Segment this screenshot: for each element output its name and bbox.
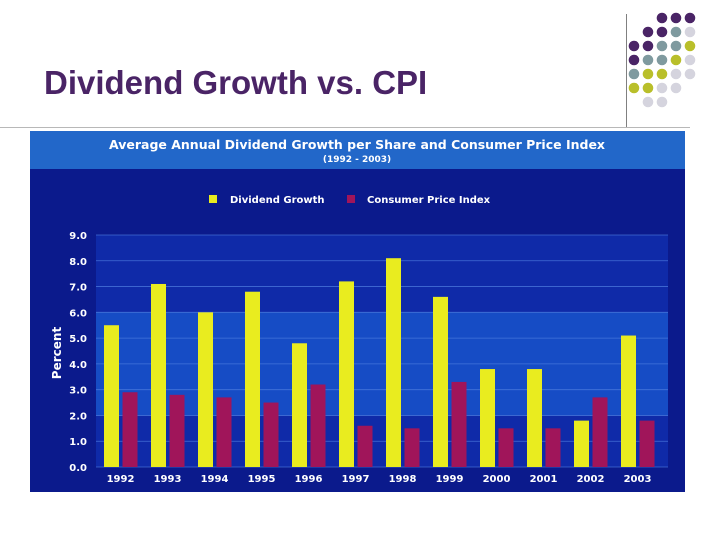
y-tick-label: 8.0	[69, 257, 87, 268]
bar-dividend-growth	[433, 296, 448, 467]
chart-header-band	[30, 131, 685, 169]
x-tick-label: 2002	[577, 474, 605, 485]
decorative-dot	[670, 68, 682, 80]
decorative-dot	[670, 40, 682, 52]
y-axis-title: Percent	[50, 327, 64, 380]
decorative-dot	[670, 26, 682, 38]
bar-consumer-price-index	[498, 428, 514, 467]
bar-dividend-growth	[621, 335, 636, 467]
decorative-dot	[642, 96, 654, 108]
x-tick-label: 1999	[436, 474, 464, 485]
decorative-dot	[642, 40, 654, 52]
y-tick-label: 9.0	[69, 231, 87, 242]
bar-dividend-growth	[527, 369, 542, 467]
y-tick-label: 7.0	[69, 283, 87, 294]
decorative-dot	[642, 82, 654, 94]
decorative-dot	[656, 12, 668, 24]
chart-title: Average Annual Dividend Growth per Share…	[109, 137, 605, 152]
decorative-dot	[628, 82, 640, 94]
decorative-dot	[656, 82, 668, 94]
decorative-dot	[684, 40, 696, 52]
bar-consumer-price-index	[545, 428, 561, 467]
bar-dividend-growth	[104, 325, 119, 467]
y-tick-label: 3.0	[69, 386, 87, 397]
decorative-dot	[670, 54, 682, 66]
decorative-dot	[684, 26, 696, 38]
bar-consumer-price-index	[592, 397, 608, 467]
y-tick-label: 1.0	[69, 437, 87, 448]
x-tick-label: 1992	[107, 474, 135, 485]
bar-consumer-price-index	[122, 392, 138, 467]
legend-swatch-dividend-growth	[209, 195, 217, 203]
bar-dividend-growth	[339, 281, 354, 467]
bar-consumer-price-index	[639, 420, 655, 467]
bar-consumer-price-index	[357, 425, 373, 467]
decorative-dot	[656, 26, 668, 38]
y-tick-label: 0.0	[69, 463, 87, 474]
legend-label-dividend-growth: Dividend Growth	[230, 195, 325, 206]
x-tick-label: 2000	[483, 474, 511, 485]
bar-dividend-growth	[386, 258, 401, 467]
decorative-dot	[670, 12, 682, 24]
y-tick-label: 4.0	[69, 360, 87, 371]
bar-consumer-price-index	[216, 397, 232, 467]
y-tick-label: 6.0	[69, 308, 87, 319]
decorative-dot	[656, 40, 668, 52]
x-tick-label: 1998	[389, 474, 417, 485]
decorative-dot	[684, 54, 696, 66]
slide-title: Dividend Growth vs. CPI	[44, 64, 428, 101]
x-tick-label: 1996	[295, 474, 323, 485]
bar-dividend-growth	[151, 283, 166, 467]
bar-dividend-growth	[245, 291, 260, 467]
decorative-dot	[684, 68, 696, 80]
dividend-cpi-bar-chart: Average Annual Dividend Growth per Share…	[30, 131, 685, 492]
x-tick-label: 1994	[201, 474, 229, 485]
y-tick-label: 5.0	[69, 334, 87, 345]
decorative-dot	[628, 40, 640, 52]
decorative-dot	[656, 54, 668, 66]
decorative-dot	[628, 54, 640, 66]
bar-consumer-price-index	[310, 384, 326, 467]
decorative-dot	[684, 12, 696, 24]
chart-subtitle: (1992 - 2003)	[323, 155, 391, 165]
bar-dividend-growth	[574, 420, 589, 467]
decorative-dot	[642, 68, 654, 80]
chart-legend: Dividend Growth Consumer Price Index	[209, 195, 491, 206]
decorative-dot	[656, 68, 668, 80]
bar-consumer-price-index	[169, 394, 185, 467]
decorative-dot	[670, 82, 682, 94]
x-tick-label: 1995	[248, 474, 276, 485]
bar-consumer-price-index	[404, 428, 420, 467]
bar-consumer-price-index	[451, 381, 467, 467]
x-tick-label: 1997	[342, 474, 370, 485]
decorative-dot	[642, 54, 654, 66]
x-tick-label: 2001	[530, 474, 558, 485]
y-tick-label: 2.0	[69, 411, 87, 422]
decorative-dot	[656, 96, 668, 108]
x-tick-label: 2003	[624, 474, 652, 485]
bar-consumer-price-index	[263, 402, 279, 467]
decorative-dot	[642, 26, 654, 38]
title-divider	[0, 127, 690, 128]
decorative-vertical-rule	[626, 14, 627, 127]
legend-label-consumer-price-index: Consumer Price Index	[367, 195, 491, 206]
chart-panel: Average Annual Dividend Growth per Share…	[30, 131, 685, 492]
legend-swatch-consumer-price-index	[347, 195, 355, 203]
x-tick-label: 1993	[154, 474, 182, 485]
bar-dividend-growth	[480, 369, 495, 467]
bar-dividend-growth	[292, 343, 307, 467]
decorative-dot	[628, 68, 640, 80]
bar-dividend-growth	[198, 312, 213, 467]
